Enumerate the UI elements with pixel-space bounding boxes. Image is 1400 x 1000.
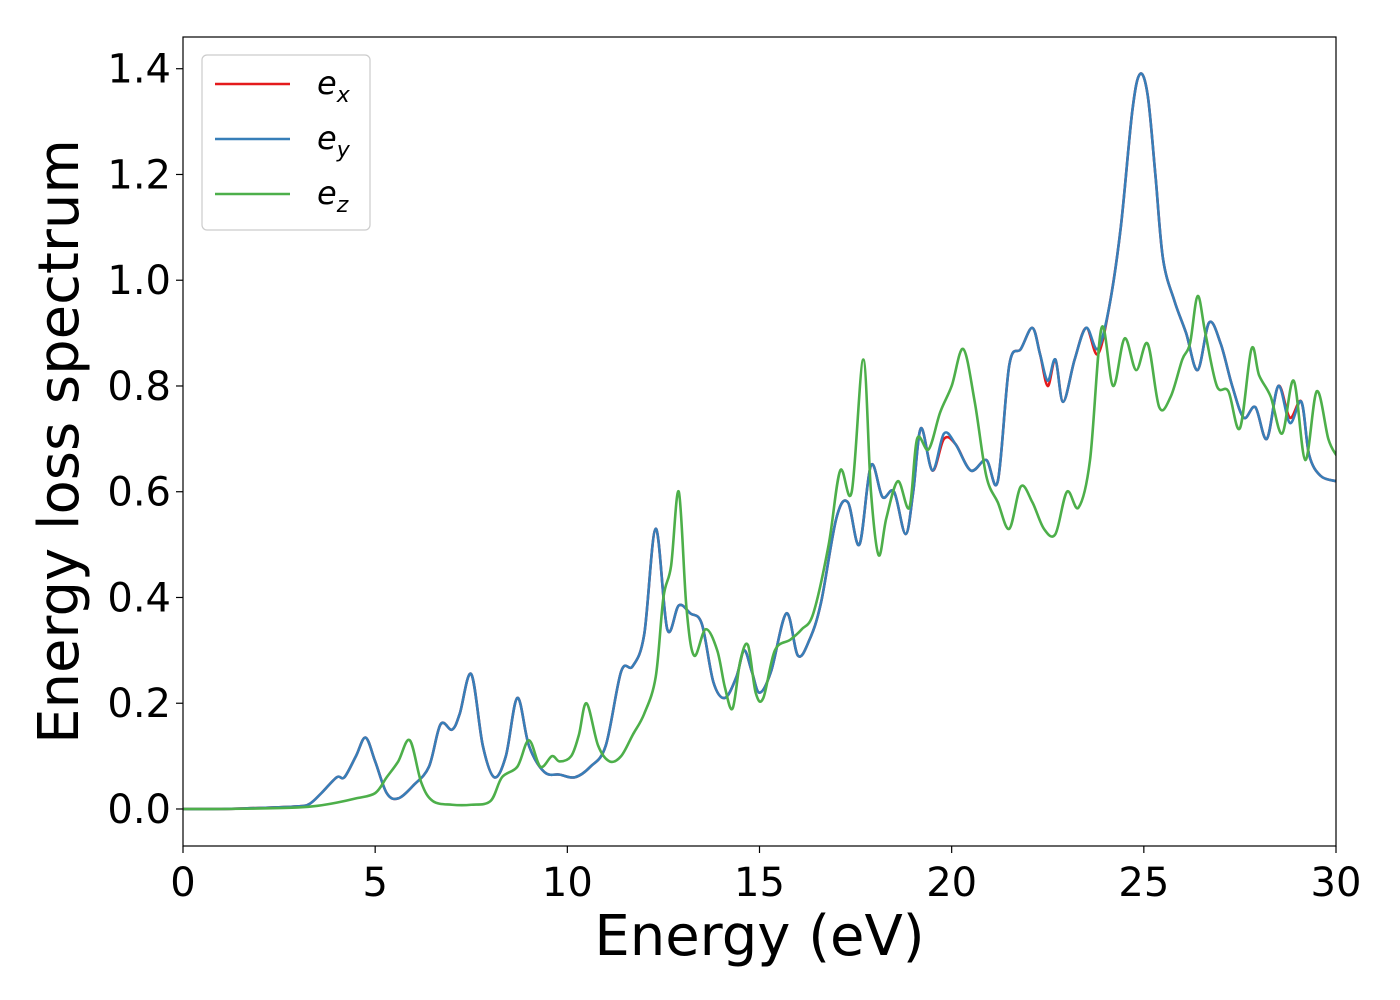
series-layer — [183, 72, 1336, 811]
y-tick-label: 1.4 — [107, 47, 171, 93]
x-tick-label: 15 — [734, 860, 785, 906]
legend-entry-x: ex — [215, 64, 351, 108]
y-tick-label: 1.0 — [107, 258, 171, 304]
x-tick-label: 0 — [170, 860, 195, 906]
series-line-y — [183, 72, 1336, 811]
x-tick-label: 10 — [542, 860, 593, 906]
y-tick-label: 0.2 — [107, 681, 171, 727]
legend-box — [201, 54, 371, 231]
y-tick-label: 0.6 — [107, 470, 171, 516]
y-axis-ticks: 0.0 0.2 0.4 0.6 0.8 1.0 1.2 1.4 — [107, 47, 183, 833]
x-tick-label: 5 — [362, 860, 387, 906]
y-tick-label: 0.8 — [107, 364, 171, 410]
x-tick-label: 25 — [1118, 860, 1169, 906]
y-axis-title: Energy loss spectrum — [27, 139, 92, 744]
y-tick-label: 1.2 — [107, 152, 171, 198]
y-tick-label: 0.4 — [107, 575, 171, 621]
x-axis-title: Energy (eV) — [594, 904, 924, 969]
x-tick-label: 30 — [1311, 860, 1362, 906]
x-axis-ticks: 0 5 10 15 20 25 30 — [170, 846, 1361, 906]
y-tick-label: 0.0 — [107, 787, 171, 833]
series-line-z — [183, 294, 1336, 811]
x-tick-label: 20 — [926, 860, 977, 906]
